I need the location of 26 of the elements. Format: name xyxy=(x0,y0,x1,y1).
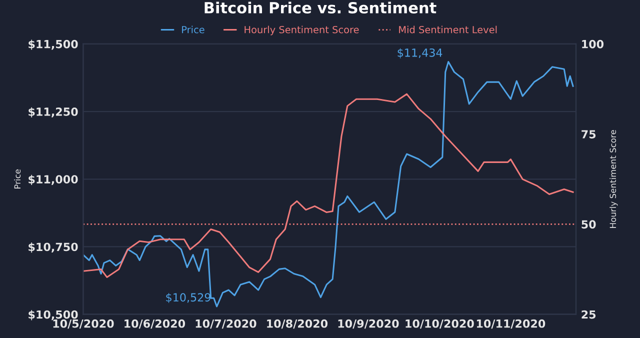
y2-tick-label: 75 xyxy=(582,130,596,138)
line-series xyxy=(83,61,574,308)
y2-tick-label: 50 xyxy=(582,220,596,229)
y-tick-label: $11,000 xyxy=(28,174,78,185)
legend-label: Price xyxy=(182,26,204,34)
y2-tick-label: 100 xyxy=(582,40,604,48)
y-axis-title: Price xyxy=(14,169,21,188)
y-tick-label: $11,500 xyxy=(28,40,78,50)
y2-tick-label: 25 xyxy=(582,310,596,319)
x-tick-label: 10/9/2020 xyxy=(338,319,399,329)
legend-label: Hourly Sentiment Score xyxy=(244,26,359,36)
x-tick-label: 10/5/2020 xyxy=(53,319,114,329)
x-tick-label: 10/10/2020 xyxy=(406,319,474,329)
chart-title: Bitcoin Price vs. Sentiment xyxy=(204,2,436,14)
y-tick-label: $10,500 xyxy=(28,310,78,320)
annotation: $10,529 xyxy=(166,292,210,304)
annotation: $11,434 xyxy=(398,48,442,58)
x-tick-label: 10/11/2020 xyxy=(476,319,546,329)
legend-label: Mid Sentiment Level xyxy=(399,26,497,34)
x-tick-label: 10/8/2020 xyxy=(267,319,328,329)
y2-axis-title: Hourly Sentiment Score xyxy=(610,130,618,228)
y-tick-label: $10,750 xyxy=(28,242,78,253)
y-tick-label: $11,250 xyxy=(28,107,78,118)
x-tick-label: 10/7/2020 xyxy=(196,319,256,329)
x-tick-label: 10/6/2020 xyxy=(124,319,186,329)
line-series xyxy=(83,93,574,278)
